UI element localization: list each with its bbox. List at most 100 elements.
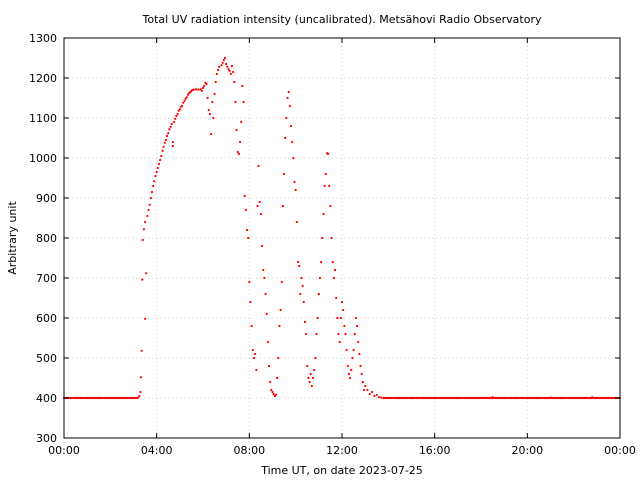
data-point (295, 220, 298, 224)
data-point (349, 376, 352, 380)
data-point (145, 272, 148, 275)
y-tick-label: 800 (36, 232, 57, 245)
x-tick-label: 16:00 (419, 444, 451, 457)
data-point (478, 396, 481, 400)
data-point (255, 368, 258, 372)
data-point (353, 332, 356, 336)
data-point (468, 396, 471, 400)
y-tick-label: 700 (36, 272, 57, 285)
data-point (271, 390, 274, 394)
data-point (304, 332, 308, 336)
data-point (350, 368, 353, 372)
data-point (549, 396, 552, 400)
data-point (398, 396, 402, 400)
data-point (124, 396, 127, 400)
data-point (245, 228, 249, 232)
data-point (333, 268, 337, 272)
data-point (400, 396, 403, 400)
data-point (432, 396, 436, 400)
data-point (494, 396, 497, 400)
data-point (358, 352, 361, 356)
data-point (300, 276, 303, 280)
data-point (285, 116, 288, 120)
data-point (296, 260, 300, 264)
data-point (183, 99, 186, 102)
data-point (611, 396, 614, 400)
data-point (497, 396, 500, 400)
data-point (216, 68, 220, 72)
y-tick-label: 300 (36, 432, 57, 445)
data-point (214, 80, 217, 84)
data-point (321, 236, 324, 240)
data-point (138, 394, 141, 398)
data-point (551, 396, 554, 400)
data-point (252, 356, 256, 360)
data-point (382, 396, 385, 400)
y-tick-label: 600 (36, 312, 57, 325)
data-point (343, 324, 346, 328)
data-point (142, 228, 146, 231)
data-point (530, 396, 533, 400)
data-point (449, 396, 452, 400)
data-point (499, 396, 502, 400)
data-point (442, 396, 445, 400)
data-point (397, 396, 400, 400)
data-point (169, 125, 172, 128)
data-point (455, 396, 458, 400)
y-tick-label: 1200 (29, 72, 57, 85)
data-point (411, 396, 414, 400)
data-point (235, 128, 238, 132)
data-point (119, 396, 122, 400)
data-point (258, 200, 261, 204)
data-point (364, 384, 367, 388)
data-point (308, 380, 311, 384)
data-point (517, 396, 520, 400)
data-point (453, 396, 457, 400)
data-point (331, 260, 334, 264)
data-point (140, 349, 143, 352)
data-point (582, 396, 585, 400)
data-point (565, 396, 569, 400)
data-point (357, 340, 360, 344)
data-point (265, 312, 268, 316)
data-point (546, 396, 549, 400)
data-point (109, 396, 113, 400)
data-point (249, 300, 252, 304)
data-point (538, 396, 541, 400)
data-point (423, 396, 426, 400)
data-point (408, 396, 411, 400)
data-point (479, 396, 483, 400)
data-point (178, 108, 181, 111)
data-point (111, 396, 114, 400)
data-point (575, 396, 578, 400)
data-point (496, 396, 499, 400)
data-point (393, 396, 397, 400)
data-point (444, 396, 447, 400)
data-point (406, 396, 410, 400)
data-point (139, 390, 142, 394)
data-point (389, 396, 392, 400)
data-point (434, 396, 437, 400)
data-point (603, 396, 606, 400)
data-point (347, 372, 351, 376)
data-point (184, 97, 187, 100)
data-point (342, 308, 345, 312)
data-point (483, 396, 486, 400)
data-point (410, 396, 413, 400)
data-point (428, 396, 431, 400)
data-point (533, 396, 536, 400)
data-point (346, 364, 349, 368)
x-tick-label: 04:00 (141, 444, 173, 457)
y-tick-label: 400 (36, 392, 57, 405)
data-point (510, 396, 513, 400)
data-point (471, 396, 474, 400)
data-point (513, 396, 517, 400)
data-point (221, 61, 224, 64)
data-point (272, 392, 275, 396)
data-point (294, 188, 297, 192)
data-point (270, 388, 273, 392)
data-point (457, 396, 460, 400)
data-point (82, 396, 85, 400)
data-point (340, 300, 344, 304)
data-point (230, 64, 234, 68)
